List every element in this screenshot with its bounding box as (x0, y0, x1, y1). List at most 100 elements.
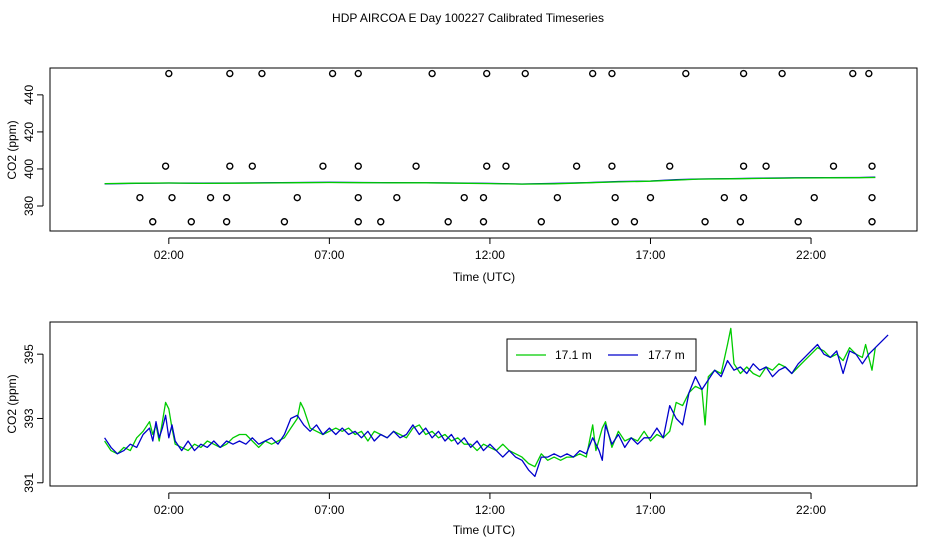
calibration-point-top (226, 69, 234, 78)
bottom-line-17-7-m (104, 334, 889, 478)
bottom-x-tick-label: 07:00 (314, 503, 344, 517)
calibration-point-mid (136, 193, 144, 202)
top-line-series-1 (104, 176, 876, 185)
calibration-point-high (572, 162, 581, 170)
calibration-point-low (479, 218, 488, 226)
calibration-point-low (377, 218, 385, 226)
top-x-axis: 02:00 07:00 12:00 17:00 22:00 (154, 237, 826, 262)
bottom-plot-frame (49, 321, 918, 487)
calibration-point-top (778, 69, 786, 78)
calibration-point-mid (222, 193, 231, 202)
calibration-point-mid (354, 193, 362, 202)
bottom-x-tick-label: 22:00 (796, 503, 826, 517)
calibration-point-high (868, 162, 876, 170)
bottom-x-tick-label: 02:00 (154, 503, 184, 517)
bottom-panel: 02:00 07:00 12:00 17:00 22:00 391 393 395 Time… (5, 321, 918, 537)
legend: 17.1 m 17.7 m (506, 338, 697, 372)
calibration-point-top (849, 69, 857, 78)
calibration-point-mid (739, 193, 748, 202)
calibration-point-top (354, 69, 362, 78)
calibration-point-low (222, 218, 231, 226)
calibration-point-high (161, 162, 170, 170)
calibration-point-mid (206, 193, 215, 202)
calibration-point-high (502, 162, 510, 170)
calibration-point-top (739, 69, 748, 78)
top-y-tick-label: 400 (22, 159, 36, 179)
bottom-x-tick-label: 17:00 (635, 503, 665, 517)
top-panel: 02:00 07:00 12:00 17:00 22:00 380 400 420 440 T… (5, 67, 918, 284)
calibration-point-top (165, 69, 173, 78)
calibration-point-high (762, 162, 770, 170)
calibration-point-mid (293, 193, 301, 202)
bottom-line-17-1-m (104, 327, 876, 468)
bottom-y-tick-label: 393 (22, 408, 36, 428)
calibration-point-low (187, 218, 195, 226)
calibration-point-top (865, 69, 873, 78)
top-x-tick-label: 02:00 (154, 248, 184, 262)
chart-title: HDP AIRCOA E Day 100227 Calibrated Times… (332, 11, 604, 25)
calibration-point-low (794, 218, 802, 226)
top-y-axis: 380 400 420 440 (22, 85, 44, 216)
bottom-y-tick-label: 391 (22, 472, 36, 492)
top-plot-frame (49, 67, 918, 232)
top-series (104, 176, 876, 185)
calibration-point-low (280, 218, 289, 226)
calibration-point-high (829, 162, 838, 170)
bottom-series (104, 327, 889, 478)
top-x-tick-label: 22:00 (796, 248, 826, 262)
calibration-point-low (611, 218, 619, 226)
calibration-point-top (608, 69, 616, 78)
top-y-tick-label: 380 (22, 196, 36, 216)
calibration-point-mid (460, 193, 468, 202)
calibration-point-high (608, 162, 616, 170)
bottom-x-label: Time (UTC) (453, 523, 515, 537)
legend-label-17-1m: 17.1 m (555, 348, 592, 362)
calibration-point-top (682, 69, 690, 78)
calibration-point-high (354, 162, 362, 170)
top-y-label: CO2 (ppm) (5, 120, 19, 179)
calibration-point-top (521, 69, 529, 78)
top-x-label: Time (UTC) (453, 270, 515, 284)
top-x-tick-label: 07:00 (314, 248, 344, 262)
calibration-point-mid (611, 193, 619, 202)
calibration-point-top (588, 69, 597, 78)
calibration-point-low (537, 218, 545, 226)
calibration-point-mid (868, 193, 876, 202)
legend-label-17-7m: 17.7 m (648, 348, 685, 362)
calibration-point-mid (720, 193, 729, 202)
calibration-point-low (354, 218, 362, 226)
bottom-y-axis: 391 393 395 (22, 344, 44, 493)
calibration-point-low (630, 218, 639, 226)
bottom-y-tick-label: 395 (22, 344, 36, 364)
bottom-x-tick-label: 12:00 (475, 503, 505, 517)
calibration-point-mid (810, 193, 818, 202)
calibration-point-top (428, 69, 436, 78)
calibration-point-low (444, 218, 452, 226)
top-y-tick-label: 420 (22, 122, 36, 142)
calibration-point-high (226, 162, 234, 170)
top-x-tick-label: 12:00 (475, 248, 505, 262)
calibration-point-high (248, 162, 257, 170)
calibration-point-mid (646, 193, 655, 202)
calibration-point-top (258, 69, 266, 78)
calibration-point-mid (168, 193, 176, 202)
calibration-point-mid (393, 193, 401, 202)
calibration-point-low (736, 218, 745, 226)
calibration-point-low (701, 218, 709, 226)
bottom-x-axis: 02:00 07:00 12:00 17:00 22:00 (154, 492, 826, 517)
calibration-point-mid (479, 193, 488, 202)
calibration-point-high (739, 162, 748, 170)
calibration-point-high (483, 162, 491, 170)
top-x-tick-label: 17:00 (635, 248, 665, 262)
calibration-point-high (412, 162, 420, 170)
calibration-point-low (149, 218, 157, 226)
top-calibration-points (136, 69, 876, 226)
bottom-y-label: CO2 (ppm) (5, 374, 19, 433)
calibration-point-low (868, 218, 876, 226)
calibration-point-mid (553, 193, 562, 202)
calibration-point-top (483, 69, 491, 78)
calibration-point-top (328, 69, 337, 78)
calibration-point-high (319, 162, 327, 170)
calibration-point-high (666, 162, 674, 170)
